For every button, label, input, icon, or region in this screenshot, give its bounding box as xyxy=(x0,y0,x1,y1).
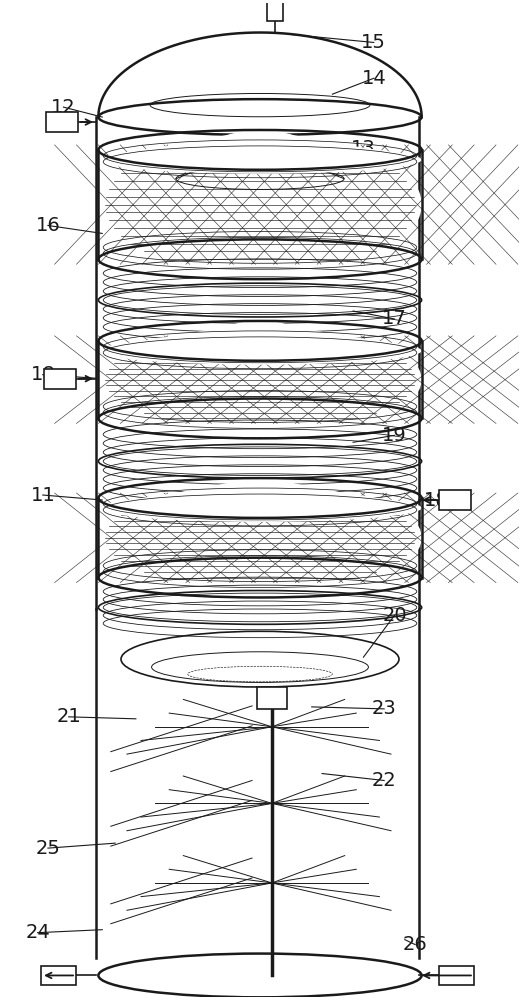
Ellipse shape xyxy=(131,332,389,364)
Text: 15: 15 xyxy=(361,33,386,52)
Ellipse shape xyxy=(98,494,422,522)
Text: 11: 11 xyxy=(30,486,55,505)
Bar xyxy=(44,369,76,389)
Text: 24: 24 xyxy=(25,923,50,942)
Ellipse shape xyxy=(196,323,324,361)
Text: 25: 25 xyxy=(35,839,60,858)
Ellipse shape xyxy=(131,489,389,521)
Text: 21: 21 xyxy=(56,707,81,726)
Ellipse shape xyxy=(98,337,422,365)
Ellipse shape xyxy=(163,328,357,362)
Text: 14: 14 xyxy=(361,69,386,88)
Ellipse shape xyxy=(179,483,341,519)
Text: 18: 18 xyxy=(30,365,55,384)
Bar xyxy=(41,966,76,985)
Ellipse shape xyxy=(114,492,406,521)
Ellipse shape xyxy=(147,139,373,172)
Ellipse shape xyxy=(98,478,422,597)
Text: 13: 13 xyxy=(351,139,376,158)
Ellipse shape xyxy=(196,480,324,518)
Text: 23: 23 xyxy=(372,699,397,718)
Ellipse shape xyxy=(179,326,341,362)
Text: 12: 12 xyxy=(51,98,76,117)
Ellipse shape xyxy=(114,144,406,173)
Text: 22: 22 xyxy=(372,771,397,790)
Ellipse shape xyxy=(98,130,422,279)
Text: 19: 19 xyxy=(382,426,407,445)
Ellipse shape xyxy=(163,485,357,520)
Ellipse shape xyxy=(179,135,341,171)
Ellipse shape xyxy=(163,137,357,171)
Text: 17: 17 xyxy=(382,309,407,328)
Bar xyxy=(439,490,471,510)
Ellipse shape xyxy=(212,321,308,361)
Ellipse shape xyxy=(98,321,422,438)
Ellipse shape xyxy=(147,330,373,363)
Bar xyxy=(267,0,283,21)
Text: 18: 18 xyxy=(423,490,448,510)
Text: 16: 16 xyxy=(35,216,60,235)
Ellipse shape xyxy=(196,132,324,170)
Ellipse shape xyxy=(212,130,308,170)
Bar xyxy=(439,966,474,985)
Text: 26: 26 xyxy=(403,935,427,954)
Ellipse shape xyxy=(212,478,308,518)
Text: 20: 20 xyxy=(382,606,407,625)
Ellipse shape xyxy=(131,141,389,173)
Bar xyxy=(257,687,287,709)
Ellipse shape xyxy=(114,335,406,364)
Ellipse shape xyxy=(147,487,373,520)
Ellipse shape xyxy=(98,146,422,174)
Bar xyxy=(46,112,78,132)
